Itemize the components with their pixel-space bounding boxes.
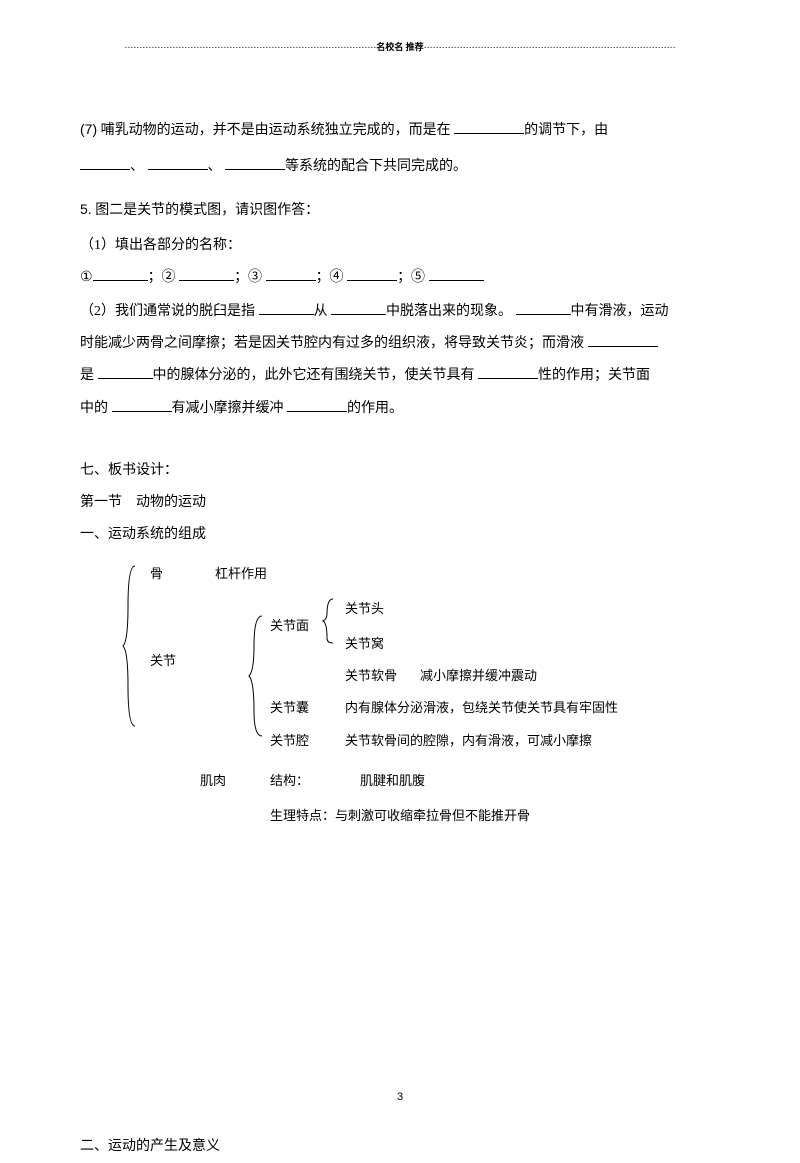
q5-sub2-line1: （2）我们通常说的脱臼是指 从 中脱落出来的现象。 中有滑液，运动 — [80, 296, 720, 328]
n2: ；② — [148, 270, 176, 285]
n3: ；③ — [234, 270, 262, 285]
n1: ① — [80, 270, 93, 285]
blank — [112, 398, 172, 412]
q5-blanks-line: ① ；② ；③ ；④ ；⑤ — [80, 262, 720, 294]
sub2j: 有减小摩擦并缓冲 — [172, 401, 284, 416]
brace-joint-face — [320, 596, 338, 646]
blank — [588, 333, 658, 347]
blank — [454, 120, 524, 134]
tree-joint-capsule: 关节囊 — [270, 693, 309, 723]
header-dots-left: ⋯⋯⋯⋯⋯⋯⋯⋯⋯⋯⋯⋯⋯⋯⋯⋯⋯⋯⋯⋯⋯⋯⋯⋯⋯⋯⋯⋯ — [124, 42, 376, 52]
blank — [347, 267, 397, 281]
section-2: 二、运动的产生及意义 — [80, 1131, 720, 1163]
page-number: 3 — [0, 1091, 800, 1103]
q5-number: 5. — [80, 201, 92, 217]
section7-subtitle: 第一节 动物的运动 — [80, 487, 720, 519]
tree-joint-head: 关节头 — [345, 594, 384, 624]
sub2h: 性的作用；关节面 — [538, 368, 650, 383]
tree-joint-cartilage: 关节软骨 — [345, 661, 397, 691]
section7-heading: 七、板书设计： — [80, 455, 720, 487]
question-7: (7) 哺乳动物的运动，并不是由运动系统独立完成的，而是在 的调节下，由 — [80, 113, 720, 147]
tree-joint: 关节 — [150, 646, 176, 676]
tree-joint-cartilage-desc: 减小摩擦并缓冲震动 — [420, 661, 537, 691]
sub2c: 中脱落出来的现象。 — [386, 304, 512, 319]
tree-muscle: 肌肉 — [200, 766, 226, 796]
sub2a: （2）我们通常说的脱臼是指 — [80, 304, 255, 319]
tree-joint-face: 关节面 — [270, 611, 309, 641]
blank — [225, 156, 285, 170]
tree-joint-capsule-desc: 内有腺体分泌滑液，包绕关节使关节具有牢固性 — [345, 693, 618, 723]
q5-sub2-line3: 是 中的腺体分泌的，此外它还有围绕关节，使关节具有 性的作用；关节面 — [80, 360, 720, 392]
page-content: (7) 哺乳动物的运动，并不是由运动系统独立完成的，而是在 的调节下，由 、 、… — [0, 53, 800, 1163]
q7-number: (7) — [80, 121, 97, 137]
tree-bone-desc: 杠杆作用 — [215, 559, 267, 589]
tree-physio: 生理特点：与刺激可收缩牵拉骨但不能推开骨 — [270, 801, 530, 831]
n4: ；④ — [316, 270, 344, 285]
tree-bone: 骨 — [150, 559, 163, 589]
blank — [287, 398, 347, 412]
sub2i: 中的 — [80, 401, 108, 416]
section2-heading: 二、运动的产生及意义 — [80, 1131, 720, 1163]
blank — [93, 267, 148, 281]
q5-sub2-line4: 中的 有减小摩擦并缓冲 的作用。 — [80, 393, 720, 425]
blank — [179, 267, 234, 281]
tree-joint-cavity: 关节腔 — [270, 726, 309, 756]
q7-text2: 的调节下，由 — [524, 123, 608, 138]
blank — [148, 156, 208, 170]
blank — [259, 301, 314, 315]
question-5: 5. 图二是关节的模式图，请识图作答： — [80, 193, 720, 227]
sub2g: 中的腺体分泌的，此外它还有围绕关节，使关节具有 — [153, 368, 475, 383]
q7-text5: 等系统的配合下共同完成的。 — [285, 159, 467, 174]
blank — [80, 156, 130, 170]
sub2k: 的作用。 — [347, 401, 403, 416]
q5-sub1: （1）填出各部分的名称： — [80, 230, 720, 262]
q5-sub2-line2: 时能减少两骨之间摩擦；若是因关节腔内有过多的组织液，将导致关节炎；而滑液 — [80, 328, 720, 360]
q7-text4: 、 — [208, 159, 222, 174]
blank — [478, 365, 538, 379]
blank — [429, 267, 484, 281]
sub2d: 中有滑液，运动 — [571, 304, 669, 319]
tree-structure: 结构： — [270, 766, 309, 796]
blank — [98, 365, 153, 379]
n5: ；⑤ — [397, 270, 425, 285]
section7-part1: 一、运动系统的组成 — [80, 519, 720, 551]
q5-intro: 图二是关节的模式图，请识图作答： — [92, 203, 320, 218]
header-dots-right: ⋯⋯⋯⋯⋯⋯⋯⋯⋯⋯⋯⋯⋯⋯⋯⋯⋯⋯⋯⋯⋯⋯⋯⋯⋯⋯⋯⋯ — [424, 42, 676, 52]
q7-line2: 、 、 等系统的配合下共同完成的。 — [80, 151, 720, 183]
sub2f: 是 — [80, 368, 94, 383]
q7-text1: 哺乳动物的运动，并不是由运动系统独立完成的，而是在 — [97, 123, 451, 138]
brace-joint — [245, 611, 267, 741]
blank — [266, 267, 316, 281]
section-7: 七、板书设计： 第一节 动物的运动 一、运动系统的组成 — [80, 455, 720, 552]
q7-text3: 、 — [130, 159, 144, 174]
blank — [516, 301, 571, 315]
tree-joint-socket: 关节窝 — [345, 629, 384, 659]
page-header: ⋯⋯⋯⋯⋯⋯⋯⋯⋯⋯⋯⋯⋯⋯⋯⋯⋯⋯⋯⋯⋯⋯⋯⋯⋯⋯⋯⋯名校名 推荐⋯⋯⋯⋯⋯⋯… — [0, 0, 800, 53]
brace-main — [120, 561, 140, 731]
header-title: 名校名 推荐 — [376, 42, 423, 52]
tree-joint-cavity-desc: 关节软骨间的腔隙，内有滑液，可减小摩擦 — [345, 726, 592, 756]
blank — [331, 301, 386, 315]
sub2b: 从 — [314, 304, 328, 319]
sub2e: 时能减少两骨之间摩擦；若是因关节腔内有过多的组织液，将导致关节炎；而滑液 — [80, 336, 584, 351]
tree-structure-desc: 肌腱和肌腹 — [360, 766, 425, 796]
tree-diagram: 骨 杠杆作用 关节头 关节面 关节窝 关节 关节软骨 减小摩擦并缓冲震动 关节囊… — [120, 561, 720, 841]
